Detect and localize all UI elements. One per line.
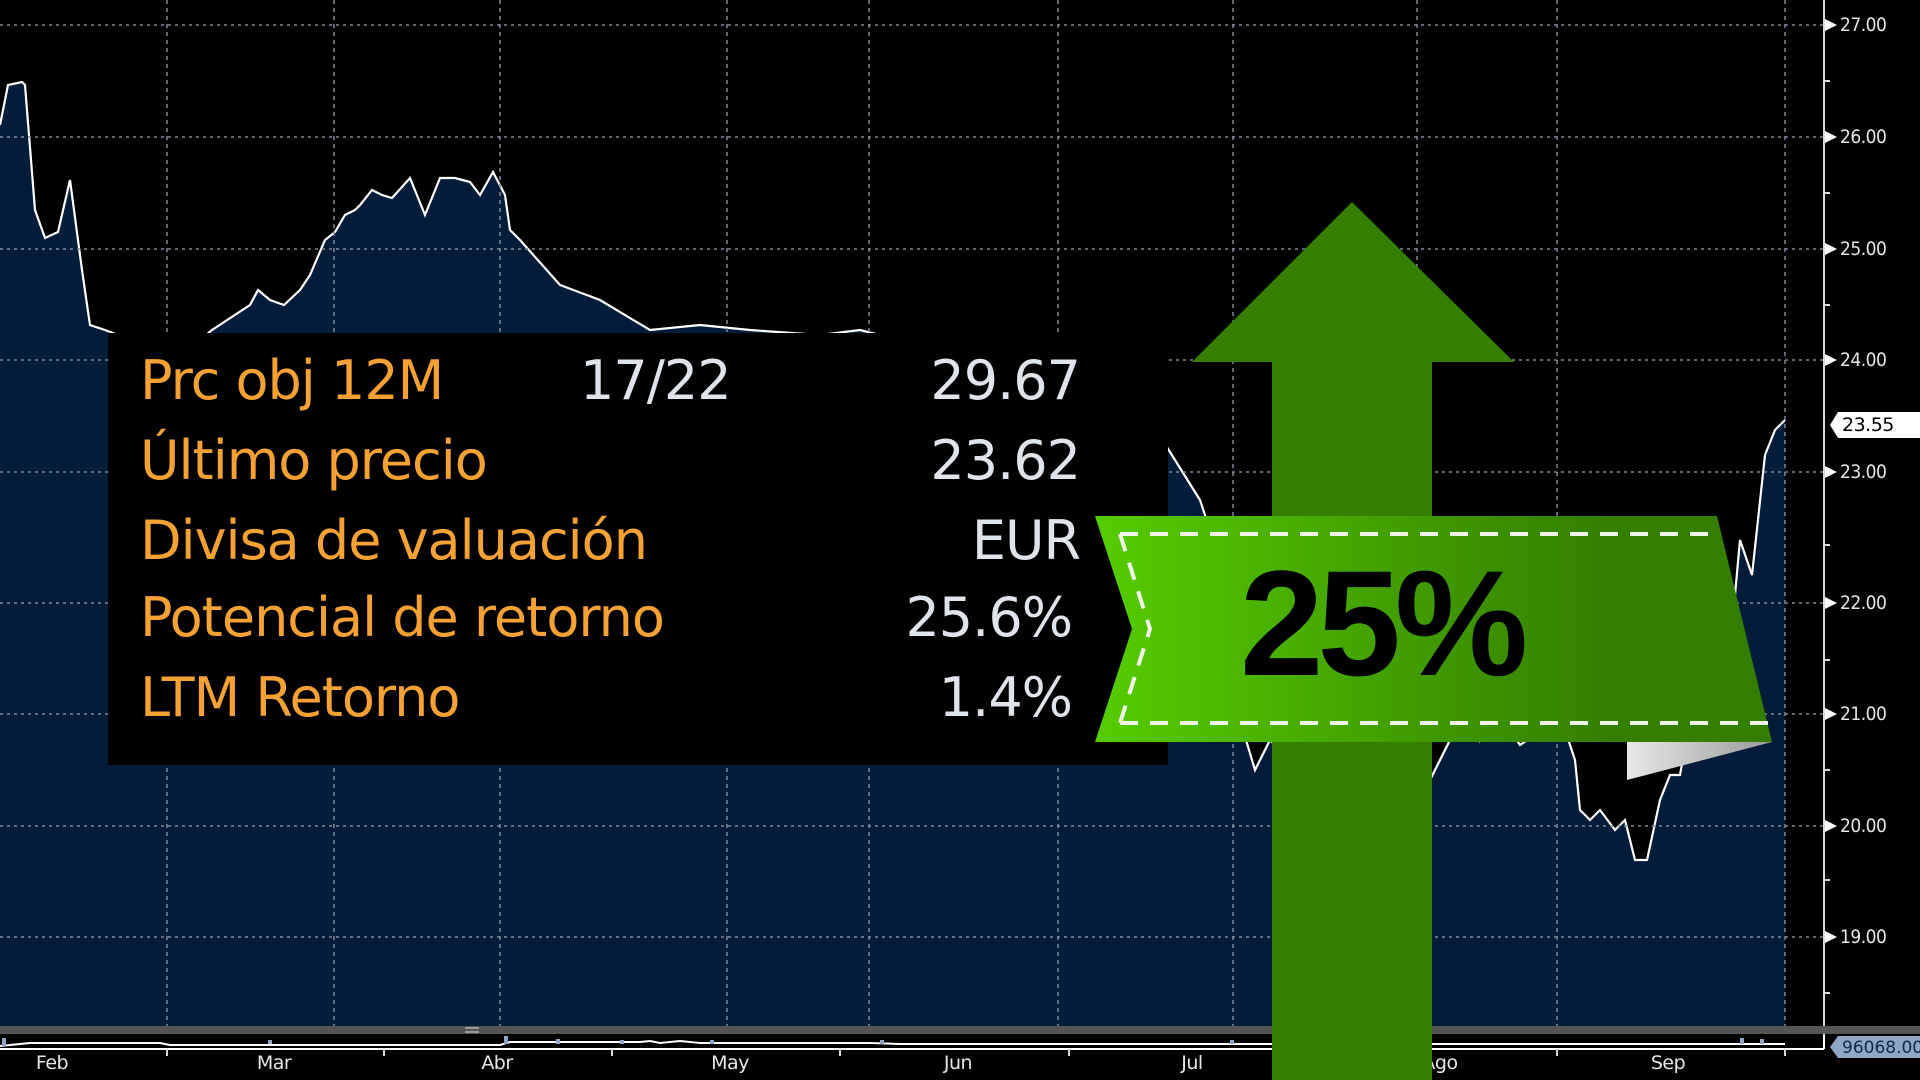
upside-percentage: 25% (1240, 539, 1528, 707)
info-row-currency: Divisa de valuación EUR (140, 501, 1168, 581)
y-axis-minor-ticks (1824, 80, 1830, 994)
info-label: Divisa de valuación (140, 509, 648, 572)
pane-divider[interactable] (0, 1026, 1920, 1034)
y-tick-label: 21.00 (1840, 703, 1887, 725)
info-value: EUR (971, 509, 1081, 572)
info-value: 23.62 (930, 429, 1081, 492)
y-tick-label: 26.00 (1840, 126, 1887, 148)
x-tick-label: May (711, 1052, 749, 1074)
y-tick-label: 20.00 (1840, 815, 1887, 837)
y-tick-label: 22.00 (1840, 592, 1887, 614)
y-tick-label: 19.00 (1840, 926, 1887, 948)
x-tick-label: Mar (256, 1052, 292, 1074)
last-price-tag: 23.55 (1830, 412, 1920, 438)
info-label: Último precio (140, 429, 488, 492)
info-row-target-price: Prc obj 12M 17/22 29.67 (140, 341, 1168, 421)
y-tick-label: 25.00 (1840, 238, 1887, 260)
info-label: LTM Retorno (140, 666, 460, 729)
x-tick-label: Abr (481, 1052, 513, 1074)
info-value: 1.4% (938, 666, 1073, 729)
info-analyst-count: 17/22 (580, 349, 732, 412)
y-tick-label: 27.00 (1840, 14, 1887, 36)
x-tick-label: Jul (1181, 1052, 1203, 1074)
x-tick-label: Ago (1422, 1052, 1458, 1074)
y-tick-label: 24.00 (1840, 349, 1887, 371)
x-tick-label: Jun (943, 1052, 973, 1074)
volume-value-tag: 96068.00 (1830, 1036, 1920, 1058)
y-axis-tick-arrows (1825, 19, 1837, 943)
info-value: 29.67 (930, 349, 1081, 412)
info-row-last-price: Último precio 23.62 (140, 421, 1168, 501)
target-price-info-box: Prc obj 12M 17/22 29.67 Último precio 23… (108, 333, 1168, 765)
x-tick-label: Sep (1650, 1052, 1686, 1074)
info-label: Potencial de retorno (140, 586, 665, 649)
info-row-ltm-return: LTM Retorno 1.4% (140, 658, 1168, 738)
info-value: 25.6% (905, 586, 1073, 649)
y-tick-label: 23.00 (1840, 461, 1887, 483)
info-row-return-potential: Potencial de retorno 25.6% (140, 578, 1168, 658)
x-tick-label: Feb (35, 1052, 69, 1074)
info-label: Prc obj 12M (140, 349, 444, 412)
